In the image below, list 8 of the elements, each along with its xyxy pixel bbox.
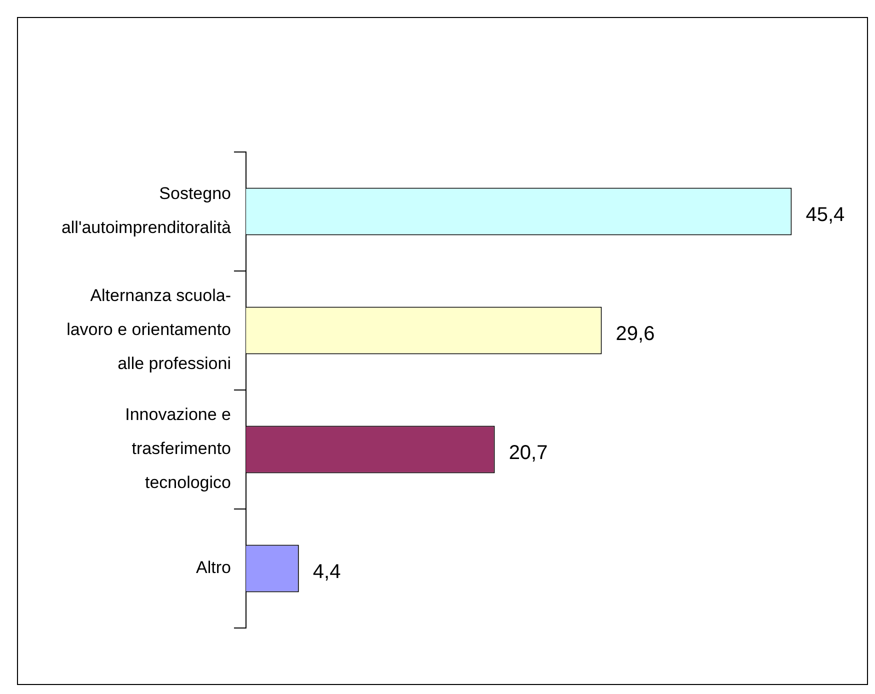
data-label: 29,6 xyxy=(616,323,655,346)
y-tick-label: Altro xyxy=(196,558,231,578)
y-tick-label: Sostegno all'autoimprenditoralità xyxy=(61,184,232,238)
y-tick-label: Alternanza scuola-lavoro e orientamento alle professioni xyxy=(66,286,231,374)
y-tick-label: Innovazione e trasferimento tecnologico xyxy=(125,405,231,492)
data-label: 4,4 xyxy=(312,561,341,584)
data-label: 20,7 xyxy=(508,442,548,464)
data-label: 45,4 xyxy=(806,204,845,226)
